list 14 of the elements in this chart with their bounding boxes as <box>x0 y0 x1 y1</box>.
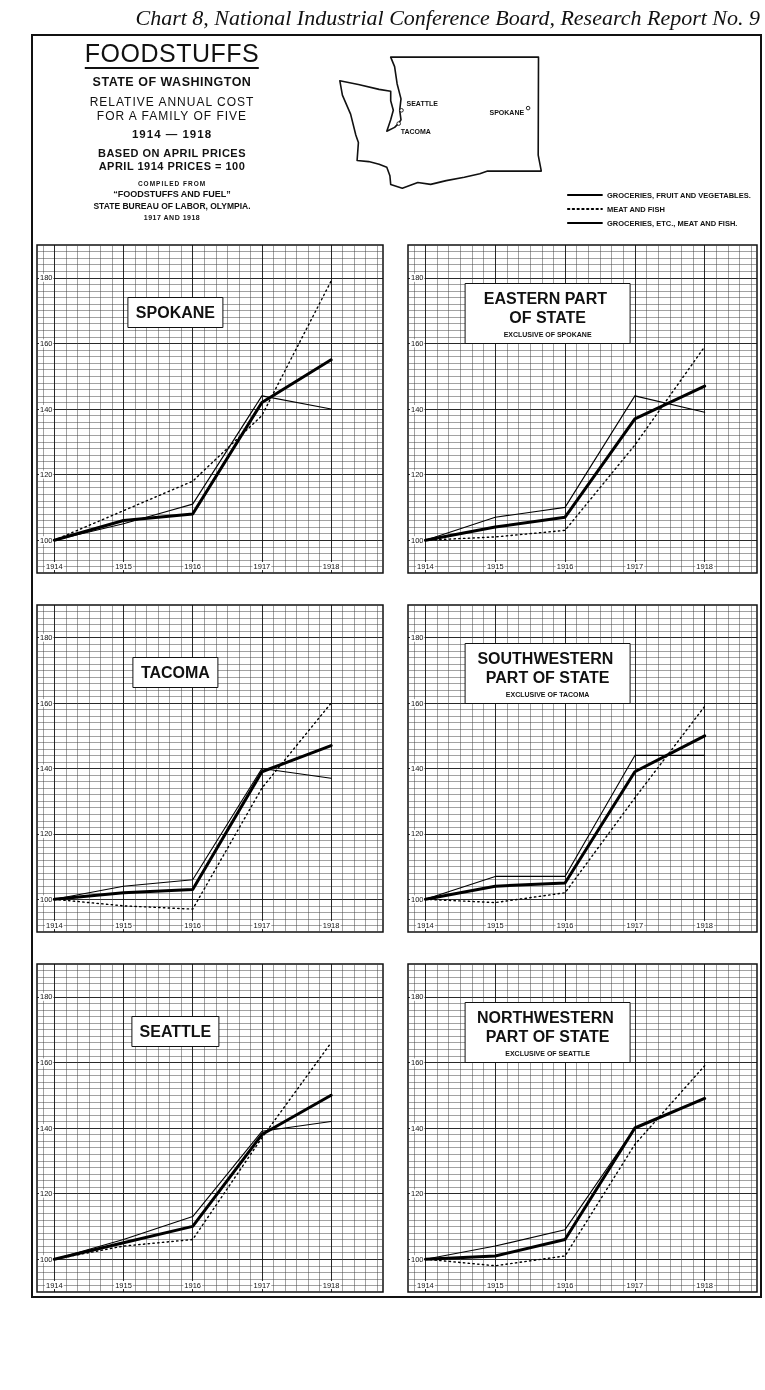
text: 1914 — 1918 <box>131 128 213 142</box>
text: SEATTLE <box>139 1023 212 1040</box>
caption: Chart 8, National Industrial Conference Board, Research Report No. 9 <box>135 5 760 31</box>
text: RELATIVE ANNUAL COST FOR A FAMILY OF FIVE <box>88 95 256 124</box>
text: STATE OF WASHINGTON <box>92 75 252 90</box>
text: “FOODSTUFFS AND FUEL” <box>113 189 231 200</box>
text: SOUTHWESTERN PART OF STATE <box>477 650 618 686</box>
text: SPOKANE <box>135 304 216 321</box>
text: EASTERN PART OF STATE <box>483 290 612 326</box>
text: NORTHWESTERN PART OF STATE <box>476 1009 619 1045</box>
text: STATE BUREAU OF LABOR, OLYMPIA. <box>93 201 251 212</box>
text: BASED ON APRIL PRICES APRIL 1914 PRICES = 100 <box>97 147 247 173</box>
text: FOODSTUFFS <box>84 39 260 69</box>
text: TACOMA <box>140 664 211 681</box>
